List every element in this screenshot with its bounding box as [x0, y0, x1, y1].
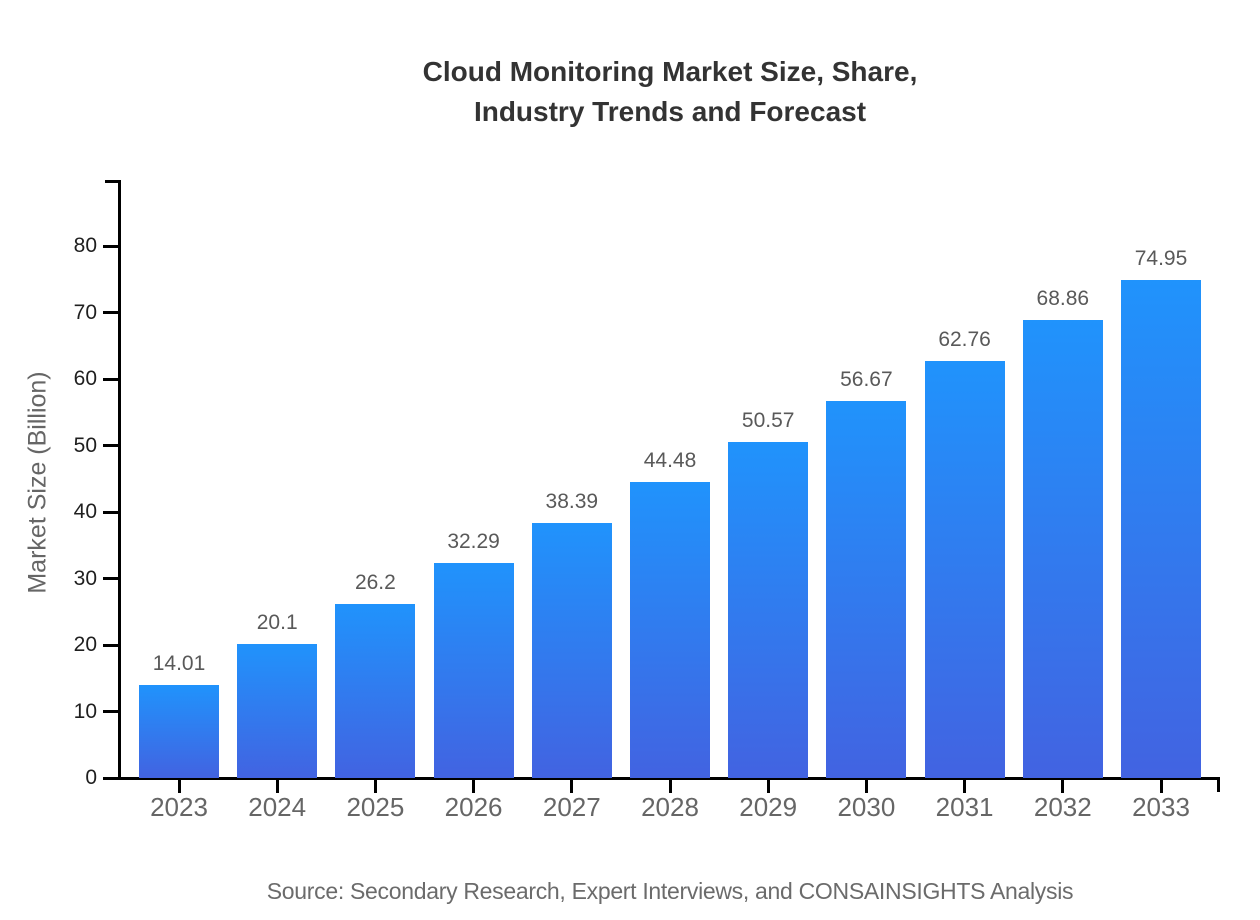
bar-2025 — [335, 603, 416, 778]
y-axis-tick-40 — [103, 510, 118, 514]
y-axis-tick-70 — [103, 311, 118, 314]
y-axis-tick-50 — [103, 444, 118, 447]
bar-2031 — [924, 360, 1005, 778]
bar-2024 — [237, 644, 318, 778]
bar-2033 — [1121, 279, 1201, 778]
y-axis-end-cap — [105, 180, 121, 183]
x-axis-tick-label-2030: 2030 — [837, 792, 896, 822]
bar-value-label-2026: 32.29 — [447, 530, 500, 554]
y-axis-tick-label-50: 50 — [73, 433, 97, 457]
x-axis-tick-label-2029: 2029 — [739, 792, 798, 822]
x-axis-tick-2030 — [864, 780, 868, 793]
y-axis-tick-60 — [103, 377, 118, 381]
y-axis-tick-label-40: 40 — [73, 500, 97, 523]
bar-value-label-2033: 74.95 — [1134, 246, 1188, 270]
bar-value-label-2032: 68.86 — [1036, 287, 1090, 311]
y-axis-tick-20 — [103, 643, 118, 647]
x-axis-tick-label-2024: 2024 — [248, 792, 307, 822]
x-axis-tick-label-2023: 2023 — [150, 792, 208, 822]
bar-value-label-2025: 26.2 — [354, 570, 396, 594]
bar-value-label-2023: 14.01 — [152, 651, 206, 675]
x-axis-tick-2033 — [1159, 780, 1163, 793]
x-axis-tick-label-2027: 2027 — [542, 792, 601, 822]
bar-2026 — [433, 563, 514, 778]
x-axis-tick-2028 — [668, 780, 672, 793]
y-axis-tick-10 — [103, 710, 118, 713]
y-axis-tick-label-20: 20 — [73, 633, 97, 656]
chart-title-line2: Industry Trends and Forecast — [473, 96, 867, 127]
y-axis-tick-label-10: 10 — [73, 699, 97, 723]
x-axis-tick-2027 — [570, 780, 574, 793]
y-axis-tick-label-60: 60 — [73, 367, 97, 390]
bar-value-label-2024: 20.1 — [256, 611, 298, 635]
bar-2023 — [139, 684, 219, 778]
x-axis-tick-label-2026: 2026 — [444, 792, 503, 822]
x-axis-line — [118, 777, 1220, 780]
bar-value-label-2029: 50.57 — [741, 408, 795, 432]
bar-2030 — [826, 401, 907, 778]
y-axis-tick-30 — [103, 577, 118, 580]
bar-2027 — [531, 522, 612, 778]
x-axis-tick-2031 — [963, 780, 967, 793]
x-axis-tick-label-2032: 2032 — [1033, 792, 1092, 822]
x-axis-tick-2024 — [275, 780, 279, 793]
x-axis-tick-label-2031: 2031 — [935, 792, 994, 822]
bar-2032 — [1022, 320, 1103, 778]
y-axis-tick-label-0: 0 — [85, 766, 97, 789]
y-axis-tick-label-80: 80 — [73, 234, 97, 257]
chart-title-line1: Cloud Monitoring Market Size, Share, — [422, 56, 918, 87]
y-axis-line — [118, 180, 121, 780]
y-axis-tick-label-30: 30 — [73, 566, 97, 590]
x-axis-tick-2023 — [177, 780, 181, 793]
bar-value-label-2030: 56.67 — [840, 368, 893, 392]
bar-value-label-2031: 62.76 — [938, 327, 991, 351]
y-axis-tick-label-70: 70 — [73, 300, 97, 324]
bar-value-label-2028: 44.48 — [643, 449, 697, 473]
x-axis-tick-2032 — [1061, 780, 1065, 793]
y-axis-tick-80 — [103, 244, 118, 248]
y-axis-tick-0 — [103, 776, 118, 780]
source-note: Source: Secondary Research, Expert Inter… — [266, 878, 1074, 904]
x-axis-tick-2026 — [472, 780, 476, 793]
bar-value-label-2027: 38.39 — [545, 489, 599, 513]
x-axis-tick-label-2025: 2025 — [346, 792, 405, 822]
chart-title: Cloud Monitoring Market Size, Share, Ind… — [120, 52, 1220, 132]
bar-2028 — [630, 482, 710, 778]
x-axis-tick-2029 — [766, 780, 770, 793]
bar-2029 — [728, 441, 809, 778]
x-axis-tick-2025 — [373, 780, 377, 793]
x-axis-tick-label-2033: 2033 — [1132, 792, 1190, 822]
x-axis-end-cap — [1217, 777, 1220, 792]
x-axis-tick-label-2028: 2028 — [641, 792, 699, 822]
